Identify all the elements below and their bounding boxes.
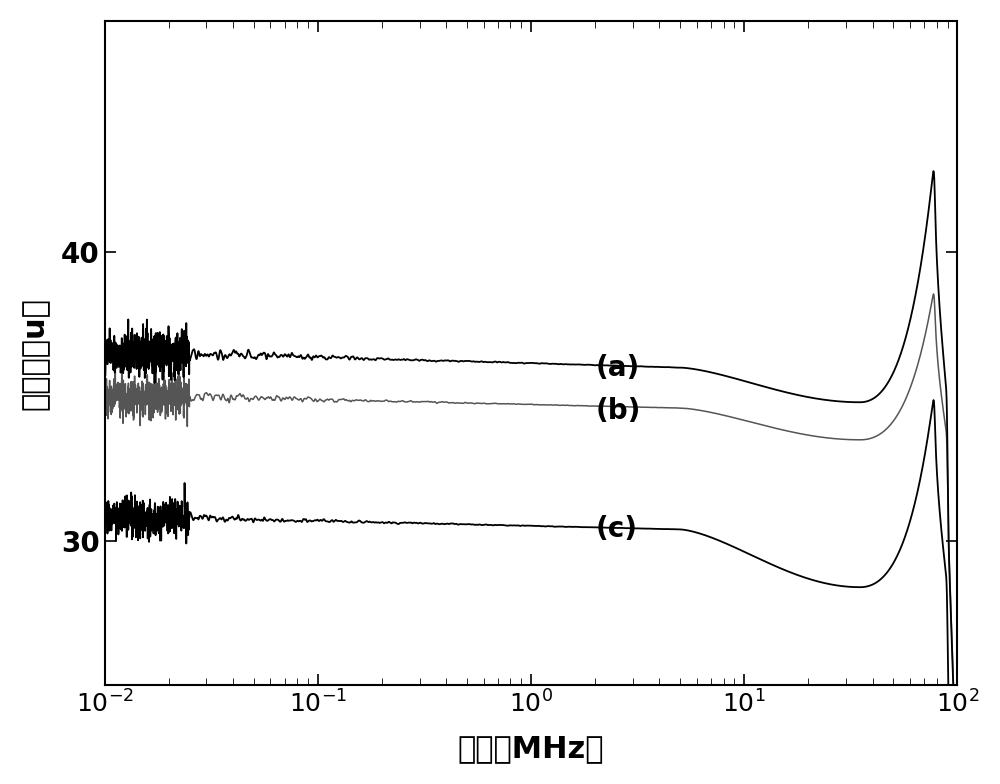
Text: (c): (c)	[595, 515, 637, 543]
Text: (a): (a)	[595, 354, 639, 382]
X-axis label: 频率（MHz）: 频率（MHz）	[458, 734, 604, 763]
Y-axis label: 磁导率（u）: 磁导率（u）	[21, 296, 50, 409]
Text: (b): (b)	[595, 397, 641, 425]
